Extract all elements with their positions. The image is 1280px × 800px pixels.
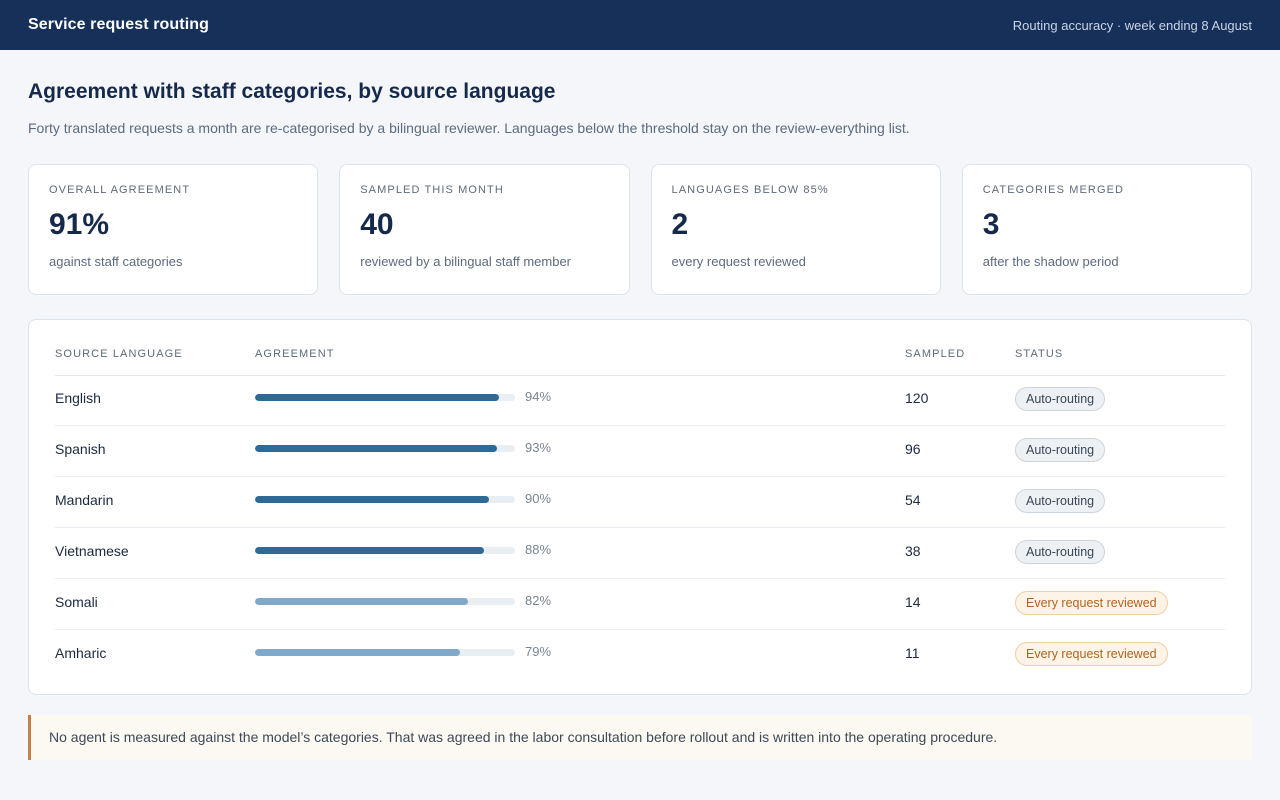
kpi-card-sampled: Sampled this month 40 reviewed by a bili…: [339, 164, 630, 295]
agreement-value: 88%: [525, 542, 552, 557]
status-badge: Auto-routing: [1015, 387, 1106, 411]
kpi-card-overall-agreement: Overall agreement 91% against staff cate…: [28, 164, 319, 295]
agreement-value: 79%: [525, 644, 552, 659]
table-row: Vietnamese 88% 38 Auto-routing: [55, 528, 1225, 579]
agreement-bar: [255, 547, 515, 554]
language-agreement-table: Source language Agreement Sampled Status…: [28, 319, 1252, 695]
kpi-card-categories-merged: Categories merged 3 after the shadow per…: [961, 164, 1252, 295]
kpi-label: Languages below 85%: [671, 184, 829, 196]
sampled-cell: 11: [905, 645, 920, 661]
sampled-cell: 96: [905, 441, 921, 457]
table-row: Somali 82% 14 Every request reviewed: [55, 579, 1225, 630]
status-badge: Every request reviewed: [1015, 642, 1168, 666]
agreement-value: 93%: [525, 440, 552, 455]
kpi-note: every request reviewed: [671, 254, 806, 269]
agreement-bar: [255, 598, 515, 605]
kpi-value: 91%: [49, 208, 110, 241]
page-title: Agreement with staff categories, by sour…: [28, 80, 556, 103]
kpi-label: Categories merged: [982, 184, 1125, 196]
kpi-note: after the shadow period: [982, 254, 1119, 269]
column-header-status: Status: [1015, 348, 1064, 360]
table-row: Amharic 79% 11 Every request reviewed: [55, 630, 1225, 680]
agreement-bar-fill: [255, 547, 484, 554]
agreement-bar: [255, 649, 515, 656]
column-header-sampled: Sampled: [905, 348, 966, 360]
kpi-note: against staff categories: [49, 254, 183, 269]
sampled-cell: 54: [905, 492, 921, 508]
sampled-cell: 120: [905, 390, 929, 406]
agreement-bar-fill: [255, 649, 461, 656]
agreement-bar: [255, 496, 515, 503]
table-body: English 94% 120 Auto-routing Spanish 93%…: [55, 375, 1225, 680]
kpi-value: 2: [671, 208, 689, 241]
language-cell: English: [55, 390, 101, 406]
status-badge: Every request reviewed: [1015, 591, 1168, 615]
agreement-bar-fill: [255, 445, 497, 452]
reporting-period: Routing accuracy · week ending 8 August: [1012, 17, 1252, 33]
app-title: Service request routing: [28, 16, 210, 33]
agreement-bar-fill: [255, 394, 500, 401]
status-badge: Auto-routing: [1015, 489, 1106, 513]
kpi-cards: Overall agreement 91% against staff cate…: [28, 164, 1252, 295]
language-cell: Amharic: [55, 645, 107, 661]
table-row: Spanish 93% 96 Auto-routing: [55, 426, 1225, 477]
table-header: Source language Agreement Sampled Status: [55, 348, 1225, 376]
agreement-value: 82%: [525, 593, 552, 608]
kpi-value: 3: [982, 208, 1000, 241]
top-bar: Service request routing Routing accuracy…: [0, 0, 1280, 50]
page-subtitle: Forty translated requests a month are re…: [28, 120, 910, 136]
language-cell: Vietnamese: [55, 543, 129, 559]
status-badge: Auto-routing: [1015, 540, 1106, 564]
sampled-cell: 14: [905, 594, 921, 610]
kpi-card-languages-below-threshold: Languages below 85% 2 every request revi…: [650, 164, 941, 295]
agreement-bar-fill: [255, 598, 469, 605]
kpi-label: Sampled this month: [360, 184, 504, 196]
column-header-language: Source language: [55, 348, 183, 360]
language-cell: Spanish: [55, 441, 106, 457]
status-badge: Auto-routing: [1015, 438, 1106, 462]
agreement-value: 90%: [525, 491, 552, 506]
language-cell: Somali: [55, 594, 98, 610]
table-row: English 94% 120 Auto-routing: [55, 375, 1225, 426]
agreement-bar-fill: [255, 496, 489, 503]
sampled-cell: 38: [905, 543, 921, 559]
agreement-bar: [255, 445, 515, 452]
agreement-bar: [255, 394, 515, 401]
language-cell: Mandarin: [55, 492, 114, 508]
kpi-note: reviewed by a bilingual staff member: [360, 254, 572, 269]
policy-note: No agent is measured against the model’s…: [28, 715, 1252, 760]
kpi-value: 40: [360, 208, 394, 241]
column-header-agreement: Agreement: [255, 348, 335, 360]
table-row: Mandarin 90% 54 Auto-routing: [55, 477, 1225, 528]
kpi-label: Overall agreement: [49, 184, 191, 196]
agreement-value: 94%: [525, 389, 552, 404]
